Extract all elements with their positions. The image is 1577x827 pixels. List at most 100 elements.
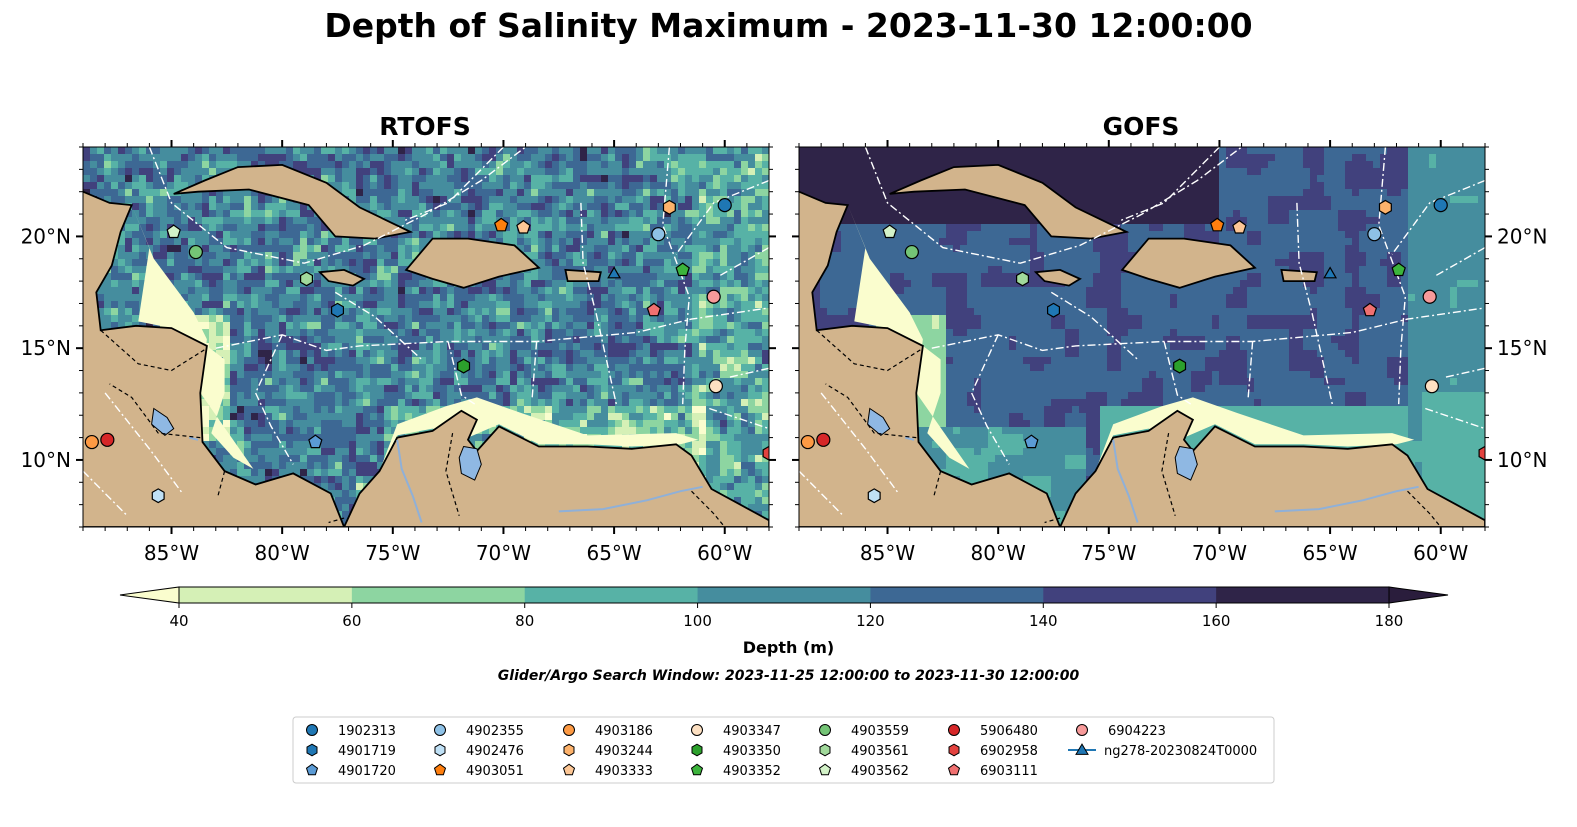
legend-label: 5906480 (980, 724, 1038, 739)
lon-tick-label: 75°W (365, 541, 420, 565)
colorbar-tick-label: 120 (856, 612, 885, 630)
country-border (691, 490, 726, 527)
float-marker-4902355 (651, 227, 666, 242)
legend-marker (818, 763, 832, 776)
river (904, 436, 915, 441)
legend-marker (948, 724, 960, 736)
colorbar: 40 60 80 100 120 140 160 180 (119, 586, 1449, 630)
map-frame (798, 146, 1486, 528)
land-mass (1280, 268, 1318, 283)
colorbar-label: Depth (m) (742, 638, 835, 657)
float-marker-4901720 (1024, 434, 1039, 449)
lon-tick-label: 65°W (1302, 541, 1357, 565)
lon-tick-label: 60°W (697, 541, 752, 565)
legend-marker (305, 763, 319, 776)
colorbar-tick-label: 180 (1375, 612, 1404, 630)
float-marker-6902958 (762, 445, 769, 461)
eez-boundary (1445, 367, 1485, 378)
land-mass (343, 409, 769, 527)
float-marker-6902958 (1478, 445, 1485, 461)
legend-marker (819, 743, 831, 757)
legend-label: 4903559 (851, 724, 909, 739)
eez-boundary (729, 367, 769, 378)
float-marker-4903347 (1424, 379, 1439, 394)
lon-tick-label: 70°W (476, 541, 531, 565)
legend-marker (306, 743, 318, 757)
float-marker-4902355 (1367, 227, 1382, 242)
shelf-area (847, 205, 970, 469)
lat-tick-label: 15°N (1497, 336, 1547, 360)
float-marker-4902476 (151, 488, 165, 504)
eez-boundary (1378, 147, 1407, 405)
country-border (100, 329, 208, 372)
colorbar-segment (179, 587, 353, 603)
eez-boundary (104, 392, 184, 494)
eez-boundary (254, 334, 294, 465)
colorbar-extend-low (119, 586, 180, 604)
eez-boundary (864, 147, 1243, 264)
river (188, 436, 199, 441)
float-marker-4903561 (1015, 271, 1030, 287)
lon-tick-label: 85°W (860, 541, 915, 565)
eez-boundary (83, 470, 128, 517)
colorbar-tick-label: 80 (515, 612, 534, 630)
legend-marker (691, 724, 703, 736)
river (558, 485, 703, 513)
colorbar-tick-label: 160 (1202, 612, 1231, 630)
float-marker-4903352 (1391, 262, 1406, 277)
legend-label: 4903562 (851, 764, 909, 779)
country-border (445, 432, 460, 516)
legend-label: 6904223 (1108, 724, 1166, 739)
float-marker-4903244 (662, 199, 676, 215)
eez-boundary (148, 147, 527, 264)
eez-boundary (717, 246, 769, 278)
river (1112, 439, 1139, 523)
legend: 1902313 4901719 4901720 4902355 4902476 49030… (292, 716, 1275, 784)
legend-marker (1075, 743, 1089, 755)
legend-label: 4902476 (466, 744, 524, 759)
land-mass (1033, 268, 1082, 287)
legend-marker (562, 763, 576, 776)
colorbar-segment (697, 587, 871, 603)
colorbar-segment (524, 587, 699, 603)
country-border (1407, 490, 1442, 527)
legend-label: 4902355 (466, 724, 524, 739)
legend-label: 6902958 (980, 744, 1038, 759)
country-border (1044, 517, 1061, 524)
float-marker-4903352 (675, 262, 690, 277)
legend-label: 4903186 (595, 724, 653, 739)
country-border (816, 329, 924, 372)
float-marker-4903051 (1209, 217, 1225, 232)
lat-tick-label: 10°N (1497, 448, 1547, 472)
float-marker-4901719 (331, 302, 344, 318)
land-mass (799, 187, 1062, 527)
eez-boundary (447, 341, 476, 405)
legend-marker (306, 724, 318, 736)
legend-label: 4901719 (338, 744, 396, 759)
float-marker-4903562 (166, 224, 181, 239)
colorbar-tick-label: 100 (683, 612, 712, 630)
float-marker-4903244 (1378, 199, 1392, 215)
float-marker-6904223 (1422, 289, 1437, 304)
legend-label: 4903347 (723, 724, 781, 739)
eez-boundary (1425, 407, 1485, 430)
legend-marker (563, 724, 575, 736)
eez-boundary (1296, 202, 1333, 405)
legend-marker (563, 743, 575, 757)
eez-boundary (531, 341, 538, 398)
lat-tick-label: 20°N (1497, 224, 1547, 248)
lon-tick-label: 70°W (1192, 541, 1247, 565)
eez-boundary (1433, 246, 1485, 278)
eez-boundary (799, 470, 844, 517)
float-marker-ng278-20230824T0000 (607, 266, 622, 279)
land-mass (1059, 409, 1485, 527)
eez-boundary (820, 392, 900, 494)
eez-boundary (709, 407, 769, 430)
float-marker-4903051 (493, 217, 509, 232)
float-marker-4903333 (516, 219, 531, 234)
lon-tick-label: 80°W (971, 541, 1026, 565)
float-marker-4903559 (904, 244, 919, 260)
search-window-text: Glider/Argo Search Window: 2023-11-25 12… (497, 668, 1080, 684)
float-marker-4901720 (308, 434, 323, 449)
